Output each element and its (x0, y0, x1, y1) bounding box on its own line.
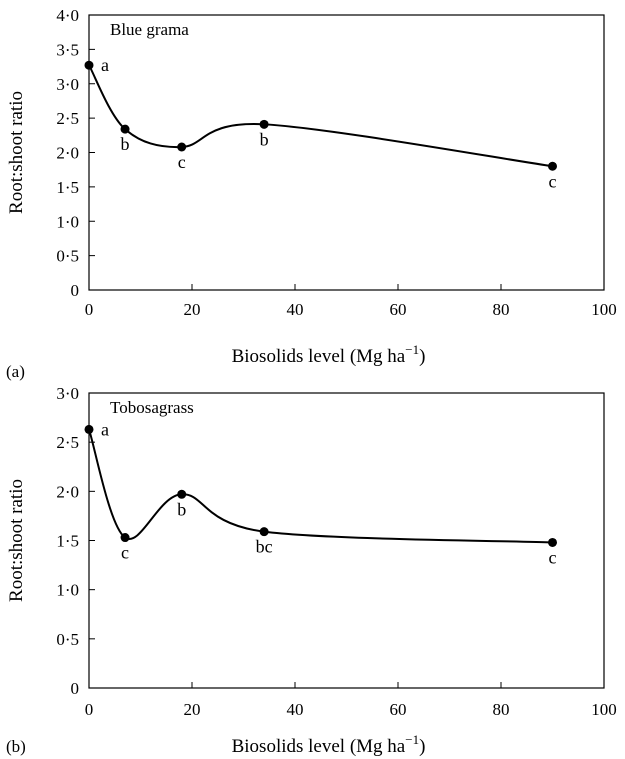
y-tick-label: 4·0 (56, 6, 79, 25)
x-tick-label: 40 (287, 700, 304, 719)
x-tick-label: 20 (184, 700, 201, 719)
x-tick-label: 40 (287, 300, 304, 319)
x-axis-label-superscript: −1 (405, 732, 419, 747)
x-tick-label: 80 (493, 700, 510, 719)
x-tick-label: 20 (184, 300, 201, 319)
y-axis-label: Root:shoot ratio (6, 91, 27, 214)
y-tick-label: 1·5 (56, 178, 79, 197)
chart-panel-a: 0 0·5 1·0 1·5 2·0 2·5 3·0 3·5 4·0 0 20 40 60 80 100 Roo… (6, 6, 617, 381)
y-tick-label: 2·5 (56, 433, 79, 452)
x-tick-label: 100 (591, 300, 617, 319)
x-tick-label: 60 (390, 300, 407, 319)
significance-label: bc (256, 537, 273, 557)
data-point (548, 161, 557, 171)
data-point (259, 527, 269, 537)
x-axis-label-text: Biosolids level (Mg ha (232, 736, 406, 757)
significance-label: a (101, 55, 109, 75)
chart-panel-b: 0 0·5 1·0 1·5 2·0 2·5 3·0 0 20 40 60 80 100 Root:shoo… (6, 384, 617, 757)
data-point (177, 142, 187, 152)
y-axis-label: Root:shoot ratio (6, 479, 27, 602)
y-tick-label: 2·0 (56, 144, 79, 163)
x-axis-label-text: Biosolids level (Mg ha (232, 346, 406, 367)
data-point (177, 489, 187, 499)
chart-title: Blue grama (110, 20, 189, 39)
y-tick-label: 0 (71, 679, 80, 698)
y-tick-label: 1·0 (56, 581, 79, 600)
data-point (259, 119, 269, 129)
y-tick-label: 3·5 (56, 40, 79, 59)
data-point (120, 124, 130, 134)
x-tick-label: 0 (85, 700, 94, 719)
significance-label: b (177, 499, 186, 519)
x-axis-label: Biosolids level (Mg ha−1) (232, 342, 426, 367)
y-tick-label: 0 (71, 281, 80, 300)
x-tick-label: 80 (493, 300, 510, 319)
x-tick-label: 100 (591, 700, 617, 719)
significance-label: c (549, 547, 557, 567)
significance-label: a (101, 419, 109, 439)
data-point (84, 60, 94, 70)
x-axis-label-close: ) (419, 736, 425, 757)
y-tick-label: 2·0 (56, 482, 79, 501)
x-tick-label: 60 (390, 700, 407, 719)
panel-label: (b) (6, 737, 26, 756)
y-tick-label: 3·0 (56, 75, 79, 94)
series-line (88, 429, 553, 544)
significance-label: c (178, 152, 186, 172)
chart-title: Tobosagrass (110, 398, 194, 417)
data-point (84, 424, 94, 434)
panel-label: (a) (6, 362, 25, 381)
y-tick-label: 0·5 (56, 247, 79, 266)
y-tick-label: 0·5 (56, 630, 79, 649)
y-tick-label: 1·0 (56, 212, 79, 231)
significance-label: b (260, 129, 269, 149)
x-axis-label-superscript: −1 (405, 342, 419, 357)
y-tick-label: 3·0 (56, 384, 79, 403)
significance-label: c (121, 543, 129, 563)
significance-label: c (549, 171, 557, 191)
y-tick-label: 1·5 (56, 532, 79, 551)
data-point (548, 537, 557, 547)
x-tick-label: 0 (85, 300, 94, 319)
y-tick-label: 2·5 (56, 109, 79, 128)
plot-frame (88, 392, 605, 689)
plot-frame (88, 14, 605, 291)
series-line (88, 64, 553, 168)
data-point (120, 533, 130, 543)
x-axis-label-close: ) (419, 346, 425, 367)
significance-label: b (121, 134, 130, 154)
x-axis-label: Biosolids level (Mg ha−1) (232, 732, 426, 757)
